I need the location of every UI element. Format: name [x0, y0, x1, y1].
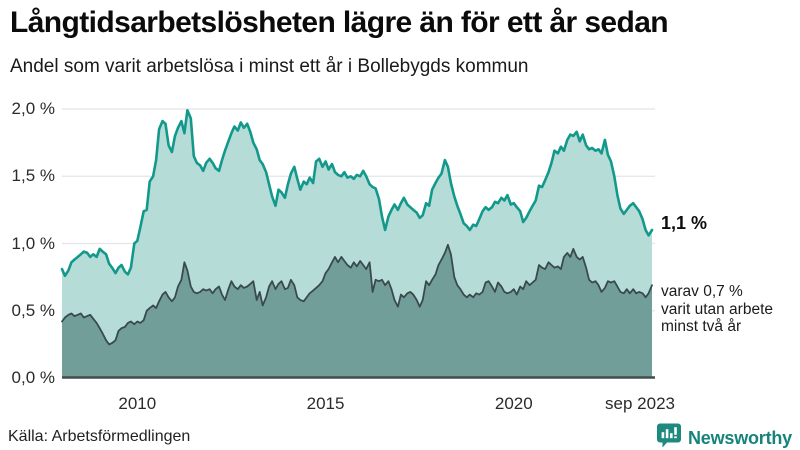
page-subtitle: Andel som varit arbetslösa i minst ett å… — [10, 56, 529, 77]
annotation-two-year-detail: varav 0,7 % varit utan arbete minst två … — [661, 283, 773, 336]
x-tick-label: 2020 — [494, 394, 533, 413]
series-line-0 — [60, 109, 654, 278]
series-area-1 — [62, 244, 652, 378]
y-tick-label: 1,5 % — [11, 166, 55, 186]
x-tick-label: 2010 — [118, 394, 157, 413]
y-tick-label: 1,0 % — [11, 233, 55, 253]
y-tick-label: 2,0 % — [11, 99, 55, 118]
annotation-detail-line: varav 0,7 % — [661, 283, 743, 300]
annotation-total-value: 1,1 % — [661, 213, 708, 233]
x-tick-label: 2015 — [306, 394, 345, 413]
x-tick-label: sep 2023 — [605, 394, 675, 413]
y-tick-label: 0,0 % — [11, 368, 55, 387]
annotation-detail-line: minst två år — [661, 318, 742, 335]
y-tick-label: 0,5 % — [11, 300, 55, 320]
annotation-detail-line: varit utan arbete — [661, 300, 774, 318]
series-line-1 — [61, 243, 653, 346]
page-title: Långtidsarbetslösheten lägre än för ett … — [10, 6, 669, 39]
newsworthy-wordmark: Newsworthy — [687, 428, 792, 448]
source-credit: Källa: Arbetsförmedlingen — [8, 428, 191, 445]
newsworthy-brand: Newsworthy — [656, 423, 792, 450]
newsworthy-logo-icon — [656, 423, 682, 450]
